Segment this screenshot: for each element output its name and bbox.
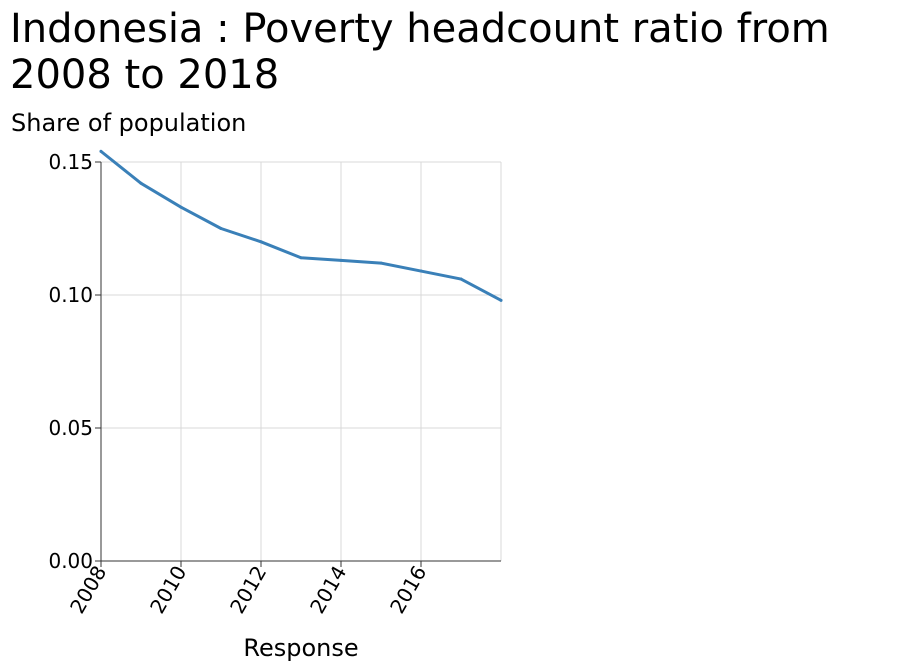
- data-point: [179, 205, 183, 209]
- data-point: [459, 277, 463, 281]
- data-point: [139, 181, 143, 185]
- data-point: [299, 256, 303, 260]
- y-tick-label: 0.15: [48, 150, 93, 174]
- axes: [100, 162, 501, 562]
- data-point: [379, 261, 383, 265]
- chart-title: Indonesia : Poverty headcount ratio from…: [10, 6, 830, 98]
- data-point: [99, 149, 103, 153]
- data-point: [419, 269, 423, 273]
- x-tick-label: 2012: [225, 562, 271, 618]
- x-tick-label: 2014: [305, 562, 351, 618]
- x-tick-label: 2010: [145, 562, 191, 618]
- chart-subtitle: Share of population: [11, 109, 247, 137]
- x-axis-label: Response: [243, 634, 358, 662]
- series-line: [99, 149, 503, 302]
- data-point: [339, 258, 343, 262]
- data-point: [499, 298, 503, 302]
- data-point: [219, 227, 223, 230]
- y-tick-label: 0.00: [48, 549, 93, 573]
- y-tick-label: 0.10: [48, 283, 93, 307]
- grid: [101, 161, 502, 561]
- y-tick-label: 0.05: [48, 416, 93, 440]
- series-layer: [99, 149, 503, 302]
- x-tick-label: 2016: [385, 562, 431, 618]
- data-point: [259, 240, 263, 244]
